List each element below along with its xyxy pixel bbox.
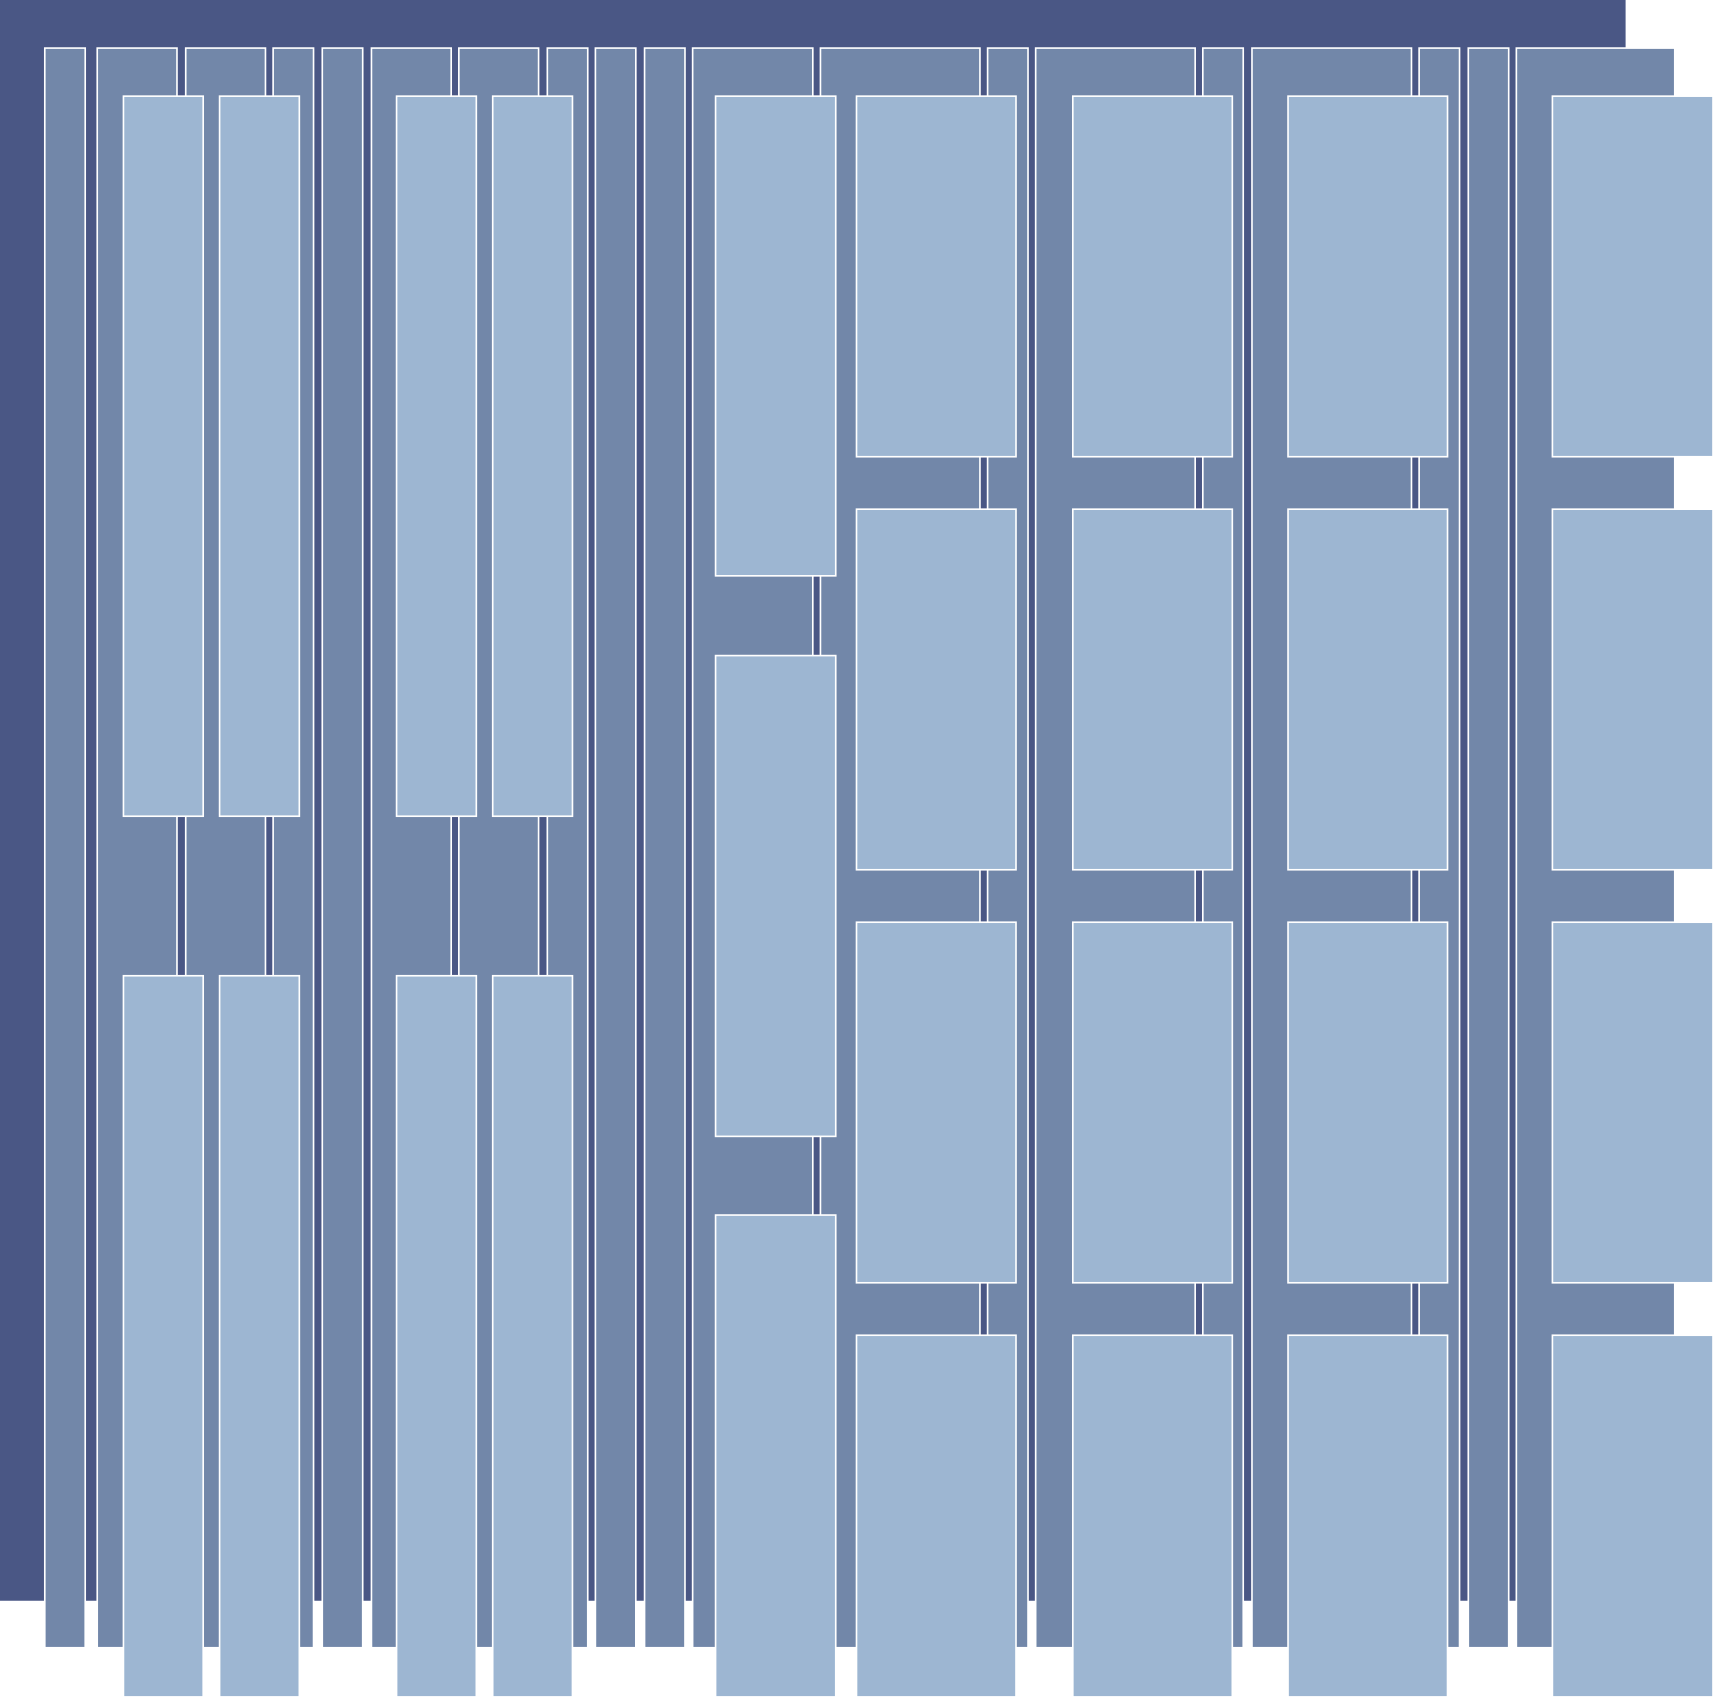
tile-block — [1551, 921, 1713, 1284]
tile-block — [1287, 508, 1449, 871]
tile-block — [1071, 508, 1234, 871]
column-block — [1467, 47, 1510, 1649]
tile-block — [855, 1334, 1017, 1698]
tile-block — [714, 654, 837, 1138]
tile-block — [1551, 508, 1713, 871]
tile-block — [218, 974, 301, 1698]
tile-block — [1071, 1334, 1234, 1698]
column-block — [43, 47, 87, 1649]
tile-block — [1287, 95, 1449, 458]
tile-block — [714, 95, 837, 577]
tile-block — [1071, 95, 1234, 458]
tile-block — [395, 95, 478, 818]
tile-block — [122, 95, 205, 818]
column-block — [321, 47, 364, 1649]
tile-group — [122, 95, 1713, 1698]
tile-block — [491, 95, 574, 818]
tile-block — [1287, 921, 1449, 1284]
column-block — [643, 47, 686, 1649]
tile-block — [491, 974, 574, 1698]
tile-block — [1551, 1334, 1713, 1698]
column-block — [594, 47, 637, 1649]
tile-block — [122, 974, 205, 1698]
tile-block — [1071, 921, 1234, 1284]
tile-block — [1551, 95, 1713, 458]
tile-block — [855, 921, 1017, 1284]
tile-block — [395, 974, 478, 1698]
tile-block — [218, 95, 301, 818]
tile-block — [855, 508, 1017, 871]
tile-block — [714, 1214, 837, 1698]
tile-block — [1287, 1334, 1449, 1698]
tile-block — [855, 95, 1017, 458]
